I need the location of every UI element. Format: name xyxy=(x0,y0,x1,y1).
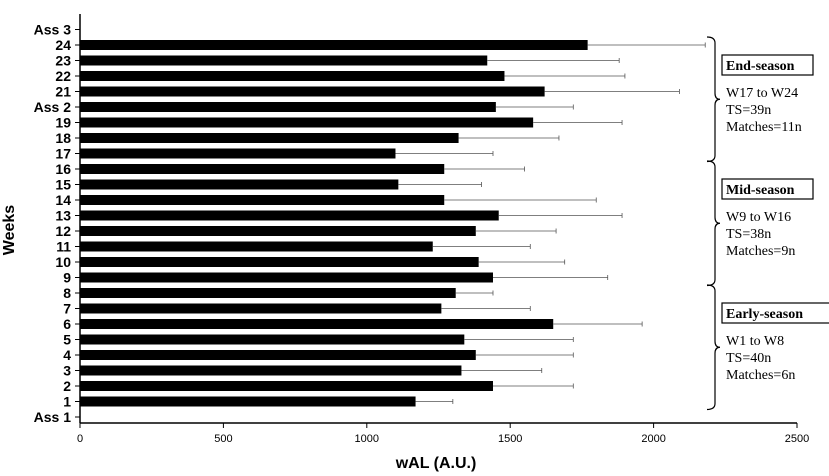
bar xyxy=(80,319,554,329)
phase-brace xyxy=(706,36,721,163)
x-tick-label: 1500 xyxy=(498,433,522,445)
bar xyxy=(80,71,505,81)
bar xyxy=(80,133,459,143)
bar xyxy=(80,288,456,298)
phase-detail: W1 to W8 xyxy=(726,334,784,349)
bar xyxy=(80,40,588,50)
bar xyxy=(80,195,445,205)
y-tick-label: 2 xyxy=(63,378,71,394)
y-tick-label: 17 xyxy=(55,146,71,162)
bars-group xyxy=(80,40,588,407)
y-tick-label: 16 xyxy=(55,161,71,177)
y-tick-label: 6 xyxy=(63,316,71,332)
phase-brace xyxy=(706,284,721,411)
x-tick-label: 2000 xyxy=(641,433,665,445)
bar xyxy=(80,55,488,66)
bar xyxy=(80,303,442,314)
x-tick-label: 2500 xyxy=(785,433,809,445)
phase-detail: Matches=9n xyxy=(726,244,795,259)
y-tick-label: 23 xyxy=(55,53,71,69)
bar xyxy=(80,272,493,283)
x-tick-labels: 0 500 1000 1500 2000 2500 xyxy=(77,433,809,445)
y-tick-label: Ass 2 xyxy=(34,99,72,115)
phase-detail: Matches=6n xyxy=(726,368,795,383)
bar xyxy=(80,148,396,159)
y-tick-label: 4 xyxy=(63,347,71,363)
bar xyxy=(80,365,462,376)
bar xyxy=(80,334,465,345)
phase-title: Mid-season xyxy=(726,183,795,198)
error-bars-group xyxy=(395,42,706,404)
bar xyxy=(80,381,493,391)
phase-detail: TS=40n xyxy=(726,351,771,366)
phase-detail: TS=38n xyxy=(726,227,771,242)
phase-title: End-season xyxy=(726,59,795,74)
phase-title: Early-season xyxy=(726,307,803,322)
phase-title-box xyxy=(721,302,829,324)
y-tick-label: 21 xyxy=(55,84,71,100)
y-tick-label: Ass 3 xyxy=(34,22,72,38)
bar xyxy=(80,210,499,221)
bar xyxy=(80,164,445,174)
bar xyxy=(80,179,399,190)
y-tick-label: 11 xyxy=(56,239,71,255)
y-tick-label: 9 xyxy=(63,270,71,286)
y-tick-label: 5 xyxy=(63,332,71,348)
bar xyxy=(80,102,496,112)
y-tick-label: Ass 1 xyxy=(34,409,72,425)
phase-brace xyxy=(706,160,721,287)
phase-annotations: End-season W17 to W24 TS=39n Matches=11n Mid… xyxy=(706,36,829,411)
y-tick-label: 15 xyxy=(55,177,71,193)
y-tick-label: 7 xyxy=(63,301,71,317)
phase-detail: TS=39n xyxy=(726,103,771,118)
y-tick-label: 8 xyxy=(63,285,71,301)
y-tick-label: 13 xyxy=(55,208,71,224)
phase-detail: Matches=11n xyxy=(726,120,802,135)
y-tick-label: 1 xyxy=(63,394,71,410)
bar xyxy=(80,86,545,97)
y-tick-label: 3 xyxy=(63,363,71,379)
y-axis-title: Weeks xyxy=(1,205,18,256)
y-tick-label: 19 xyxy=(55,115,71,131)
x-tick-label: 1000 xyxy=(355,433,379,445)
y-tick-label: 10 xyxy=(55,254,71,270)
y-tick-label: 12 xyxy=(55,223,71,239)
x-tick-label: 500 xyxy=(214,433,232,445)
bar xyxy=(80,350,476,360)
phase-detail: W17 to W24 xyxy=(726,86,798,101)
bar xyxy=(80,226,476,236)
bar xyxy=(80,396,416,407)
bar xyxy=(80,117,534,128)
x-tick-label: 0 xyxy=(77,433,83,445)
bar xyxy=(80,241,433,252)
phase-detail: W9 to W16 xyxy=(726,210,791,225)
phase-title-box xyxy=(721,178,814,200)
y-tick-label: 14 xyxy=(55,192,71,208)
y-tick-label: 18 xyxy=(55,130,71,146)
y-tick-label: 22 xyxy=(55,68,71,84)
y-tick-label: 24 xyxy=(55,37,71,53)
phase-title-box xyxy=(721,54,814,76)
bar xyxy=(80,257,479,267)
x-axis-title: wAL (A.U.) xyxy=(395,455,477,472)
